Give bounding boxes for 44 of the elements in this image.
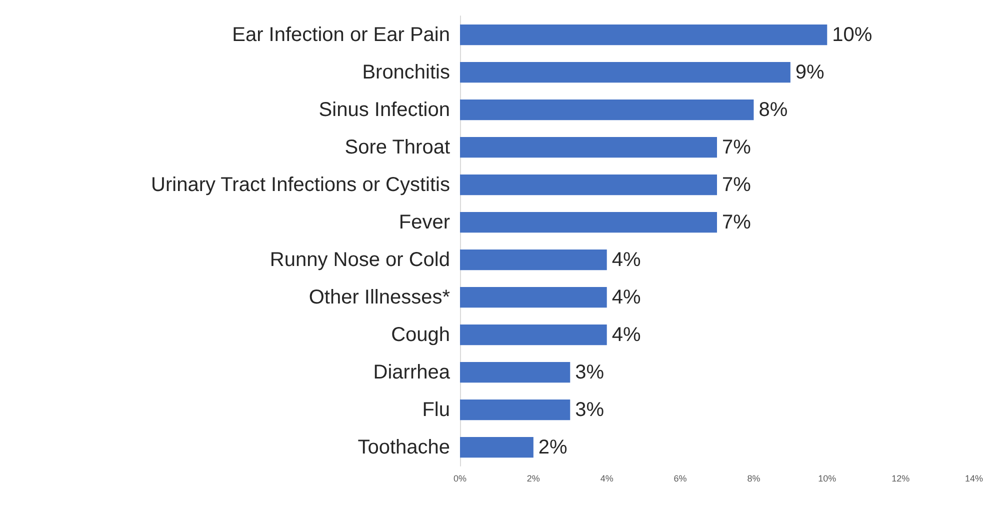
data-label: 7% — [722, 136, 752, 158]
data-label: 4% — [612, 324, 641, 346]
data-label: 7% — [722, 174, 752, 196]
bar — [460, 362, 570, 383]
x-tick-label: 4% — [600, 474, 614, 484]
bar — [460, 324, 607, 346]
x-tick-label: 8% — [747, 474, 760, 484]
y-tick-label: Flu — [422, 398, 450, 421]
data-label: 2% — [538, 436, 568, 458]
bar — [460, 99, 754, 120]
y-tick-label: Other Illnesses* — [308, 286, 450, 308]
bar — [460, 24, 828, 46]
bar — [460, 399, 570, 420]
data-label: 3% — [575, 361, 604, 384]
data-label: 7% — [722, 211, 752, 234]
y-tick-label: Ear Infection or Ear Pain — [232, 24, 450, 46]
x-tick-label: 14% — [964, 474, 984, 484]
x-tick-label: 10% — [818, 474, 836, 484]
data-label: 4% — [612, 286, 641, 308]
data-label: 8% — [758, 98, 788, 121]
bar — [460, 62, 790, 83]
data-label: 9% — [795, 61, 825, 84]
y-tick-label: Fever — [398, 211, 450, 234]
bar — [460, 136, 717, 158]
y-tick-label: Bronchitis — [362, 61, 450, 84]
x-tick-label: 2% — [526, 474, 540, 484]
bar — [460, 286, 607, 308]
bar — [460, 436, 534, 458]
x-tick-label: 12% — [892, 474, 910, 484]
y-tick-label: Diarrhea — [373, 361, 451, 384]
y-tick-label: Runny Nose or Cold — [270, 248, 450, 271]
y-tick-label: Toothache — [358, 436, 450, 458]
y-tick-label: Sore Throat — [344, 136, 450, 158]
y-tick-label: Urinary Tract Infections or Cystitis — [151, 174, 450, 196]
y-tick-label: Sinus Infection — [318, 98, 450, 121]
x-tick-label: 6% — [674, 474, 687, 484]
data-label: 3% — [575, 398, 604, 421]
data-label: 4% — [612, 248, 641, 271]
data-label: 10% — [832, 24, 872, 46]
x-tick-label: 0% — [453, 474, 467, 484]
y-tick-label: Cough — [391, 324, 450, 346]
bar — [460, 174, 717, 196]
bar — [460, 249, 607, 270]
bar — [460, 212, 717, 233]
